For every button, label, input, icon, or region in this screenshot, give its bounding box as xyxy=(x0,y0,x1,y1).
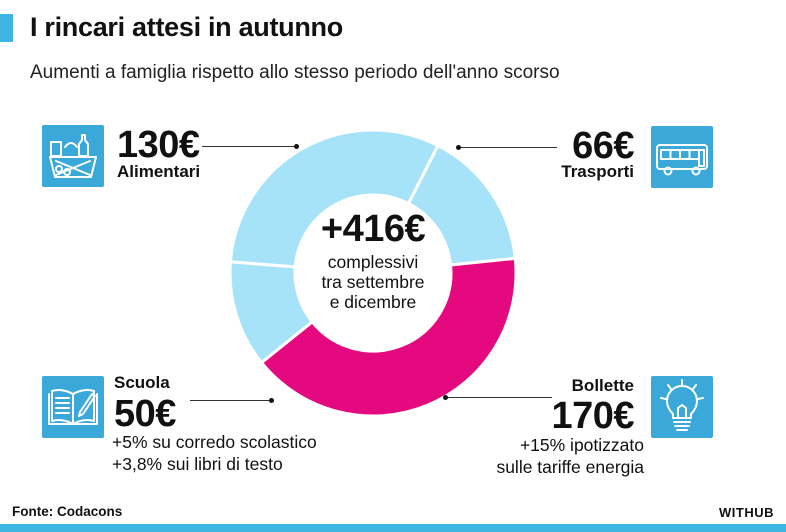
alimentari-connector xyxy=(202,146,296,147)
chart-title: I rincari attesi in autunno xyxy=(30,12,343,42)
bollette-connector xyxy=(448,397,552,398)
trasporti-amount: 66€ xyxy=(572,125,634,167)
alimentari-amount: 130€ xyxy=(117,124,200,166)
bollette-label: Bollette xyxy=(571,376,634,395)
trasporti-label: Trasporti xyxy=(561,162,634,181)
bollette-note-1: +15% ipotizzato xyxy=(519,435,644,455)
scuola-label: Scuola xyxy=(114,373,170,392)
trasporti-connector-dot xyxy=(456,145,461,150)
lightbulb-icon xyxy=(651,376,713,438)
bus-icon xyxy=(651,126,713,188)
trasporti-connector xyxy=(460,147,557,148)
bollette-amount: 170€ xyxy=(551,395,634,437)
scuola-amount: 50€ xyxy=(114,393,176,435)
footer-source: Fonte: Codacons xyxy=(12,504,123,519)
grocery-basket-icon xyxy=(42,125,104,187)
chart-subtitle: Aumenti a famiglia rispetto allo stesso … xyxy=(30,62,560,83)
footer-brand: WITHUB xyxy=(719,505,774,520)
donut-center-total: +416€ xyxy=(320,208,426,250)
donut-center-description: complessivi tra settembre e dicembre xyxy=(300,252,446,312)
alimentari-label: Alimentari xyxy=(117,162,201,181)
donut-slice-alimentari xyxy=(228,128,440,269)
bollette-note-2: sulle tariffe energia xyxy=(496,457,644,477)
scuola-note-2: +3,8% sui libri di testo xyxy=(112,454,283,474)
scuola-connector-dot xyxy=(269,398,274,403)
center-description-line-2: tra settembre xyxy=(321,272,425,292)
bollette-connector-dot xyxy=(443,395,448,400)
alimentari-connector-dot xyxy=(294,144,299,149)
title-accent-bar xyxy=(0,14,13,42)
donut-slice-bollette xyxy=(259,256,518,418)
center-description-line-1: complessivi xyxy=(327,252,419,272)
scuola-note-1: +5% su corredo scolastico xyxy=(112,432,317,452)
bottom-accent-bar xyxy=(0,524,786,532)
school-book-icon xyxy=(42,376,104,438)
center-description-line-3: e dicembre xyxy=(329,292,417,312)
scuola-connector xyxy=(190,400,270,401)
